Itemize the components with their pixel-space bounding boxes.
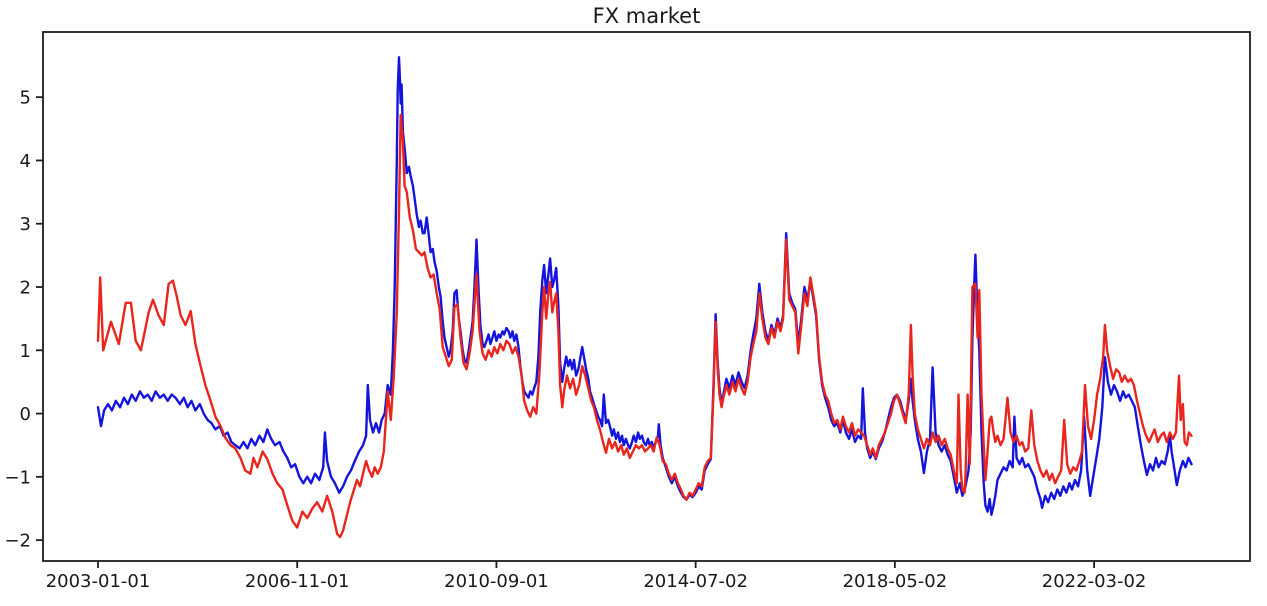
- x-tick-label: 2014-07-02: [643, 571, 748, 592]
- plot-series: [96, 56, 1193, 539]
- x-tick-label: 2022-03-02: [1042, 571, 1147, 592]
- chart-title: FX market: [593, 4, 701, 28]
- y-tick-label: 1: [20, 341, 31, 362]
- y-tick-label: 2: [20, 278, 31, 299]
- plot-frame: [42, 31, 1251, 562]
- x-tick-label: 2006-11-01: [245, 571, 350, 592]
- x-tick-label: 2010-09-01: [444, 571, 549, 592]
- y-tick-label: 5: [20, 88, 31, 109]
- line-series-blue: [96, 56, 1193, 516]
- x-tick-label: 2003-01-01: [46, 571, 151, 592]
- y-tick-label: 4: [20, 151, 31, 172]
- y-tick-label: −2: [4, 531, 31, 552]
- y-tick-label: 0: [20, 404, 31, 425]
- x-tick-label: 2018-05-02: [843, 571, 948, 592]
- line-series-red: [96, 113, 1193, 539]
- y-tick-label: 3: [20, 214, 31, 235]
- y-tick-label: −1: [4, 467, 31, 488]
- axis-ticks: 2003-01-01 2006-11-01 2010-09-01 2014-07-02…: [4, 88, 1146, 592]
